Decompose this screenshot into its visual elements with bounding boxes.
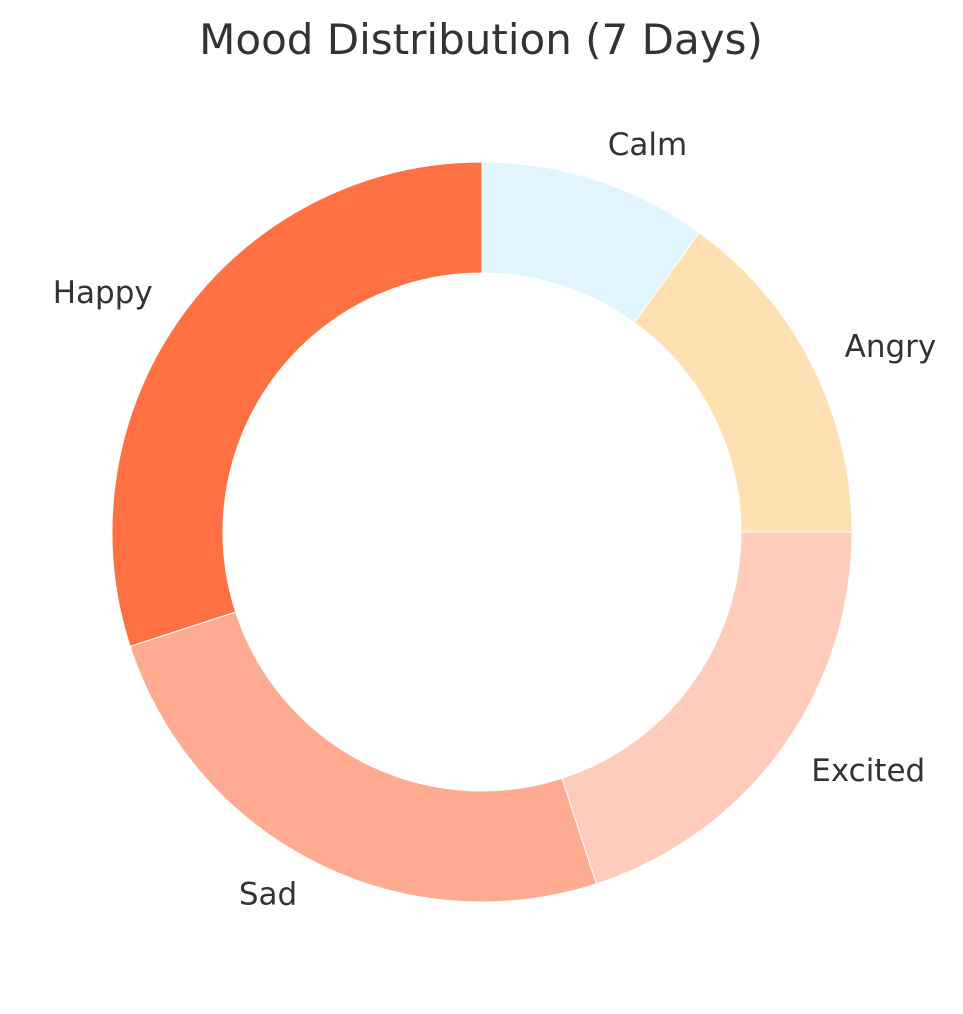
- slices-group: [111, 161, 853, 903]
- slice-label-calm: Calm: [608, 127, 687, 163]
- slice-excited: [561, 531, 853, 885]
- slice-sad: [129, 611, 597, 903]
- slice-angry: [633, 231, 853, 533]
- slice-label-happy: Happy: [53, 275, 153, 311]
- slice-label-excited: Excited: [811, 753, 925, 789]
- labels-group: Calm Angry Excited Sad Happy: [53, 127, 937, 913]
- slice-label-sad: Sad: [239, 877, 297, 913]
- slice-label-angry: Angry: [845, 329, 937, 365]
- slice-happy: [111, 161, 483, 647]
- chart-title: Mood Distribution (7 Days): [199, 15, 763, 64]
